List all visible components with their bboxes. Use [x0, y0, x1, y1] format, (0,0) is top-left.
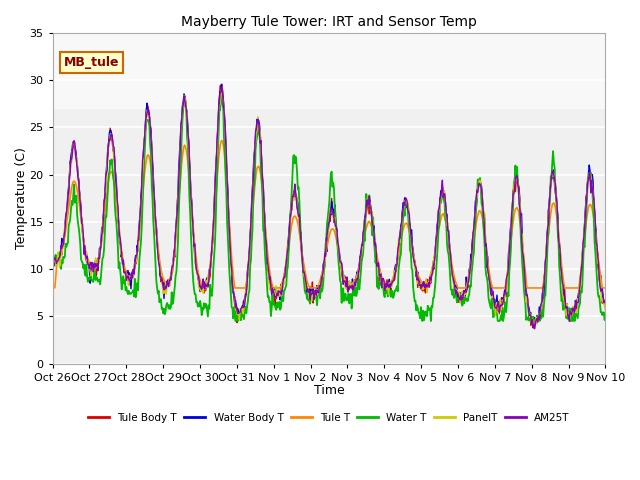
PanelT [116, 226, 124, 232]
Tule T [413, 268, 421, 274]
Tule T [602, 285, 609, 291]
PanelT [49, 251, 56, 256]
Tule T [397, 237, 404, 243]
Tule T [116, 230, 124, 236]
AM25T [116, 233, 124, 239]
PanelT [59, 242, 67, 248]
Tule Body T [201, 283, 209, 288]
Water Body T [116, 240, 124, 246]
PanelT [218, 86, 225, 92]
Tule Body T [530, 323, 538, 329]
PanelT [602, 307, 609, 313]
Tule Body T [397, 225, 404, 230]
Tule Body T [59, 242, 67, 248]
Tule T [59, 246, 67, 252]
PanelT [531, 326, 538, 332]
Tule T [172, 238, 179, 244]
PanelT [201, 286, 209, 291]
Water Body T [529, 320, 537, 326]
Water Body T [218, 81, 225, 87]
Water T [201, 305, 209, 311]
Line: AM25T: AM25T [52, 88, 605, 329]
Water T [217, 89, 225, 95]
AM25T [218, 85, 225, 91]
Tule T [49, 285, 56, 291]
AM25T [172, 229, 179, 235]
Line: Tule T: Tule T [52, 141, 605, 288]
AM25T [397, 225, 404, 230]
Tule Body T [49, 252, 56, 258]
Water Body T [49, 248, 56, 254]
AM25T [413, 277, 421, 283]
Water T [414, 305, 422, 311]
Bar [52, 33, 605, 108]
Water Body T [59, 240, 67, 246]
X-axis label: Time: Time [314, 384, 344, 397]
PanelT [172, 234, 179, 240]
Line: PanelT: PanelT [52, 89, 605, 329]
Tule Body T [413, 272, 421, 278]
Line: Water T: Water T [52, 92, 605, 321]
AM25T [531, 326, 538, 332]
PanelT [413, 278, 421, 284]
Tule Body T [602, 305, 609, 311]
Y-axis label: Temperature (C): Temperature (C) [15, 147, 28, 249]
Water Body T [602, 298, 609, 304]
Tule Body T [172, 229, 179, 235]
Water T [116, 260, 124, 265]
Water T [602, 313, 609, 319]
Line: Water Body T: Water Body T [52, 84, 605, 323]
AM25T [201, 287, 209, 292]
Water T [172, 273, 179, 279]
Legend: Tule Body T, Water Body T, Tule T, Water T, PanelT, AM25T: Tule Body T, Water Body T, Tule T, Water… [84, 408, 574, 427]
Water Body T [397, 222, 404, 228]
Line: Tule Body T: Tule Body T [52, 85, 605, 326]
Text: MB_tule: MB_tule [63, 56, 119, 69]
Tule T [201, 283, 209, 288]
Water Body T [172, 231, 179, 237]
Tule T [218, 138, 225, 144]
Water T [398, 235, 406, 241]
Water T [59, 261, 67, 266]
Tule Body T [217, 82, 225, 88]
Title: Mayberry Tule Tower: IRT and Sensor Temp: Mayberry Tule Tower: IRT and Sensor Temp [181, 15, 477, 29]
Water T [232, 318, 239, 324]
Water Body T [201, 284, 209, 290]
PanelT [397, 228, 404, 233]
AM25T [602, 300, 609, 306]
Water T [49, 260, 56, 266]
Water Body T [413, 274, 421, 280]
Tule Body T [116, 230, 124, 236]
AM25T [49, 256, 56, 262]
AM25T [59, 243, 67, 249]
